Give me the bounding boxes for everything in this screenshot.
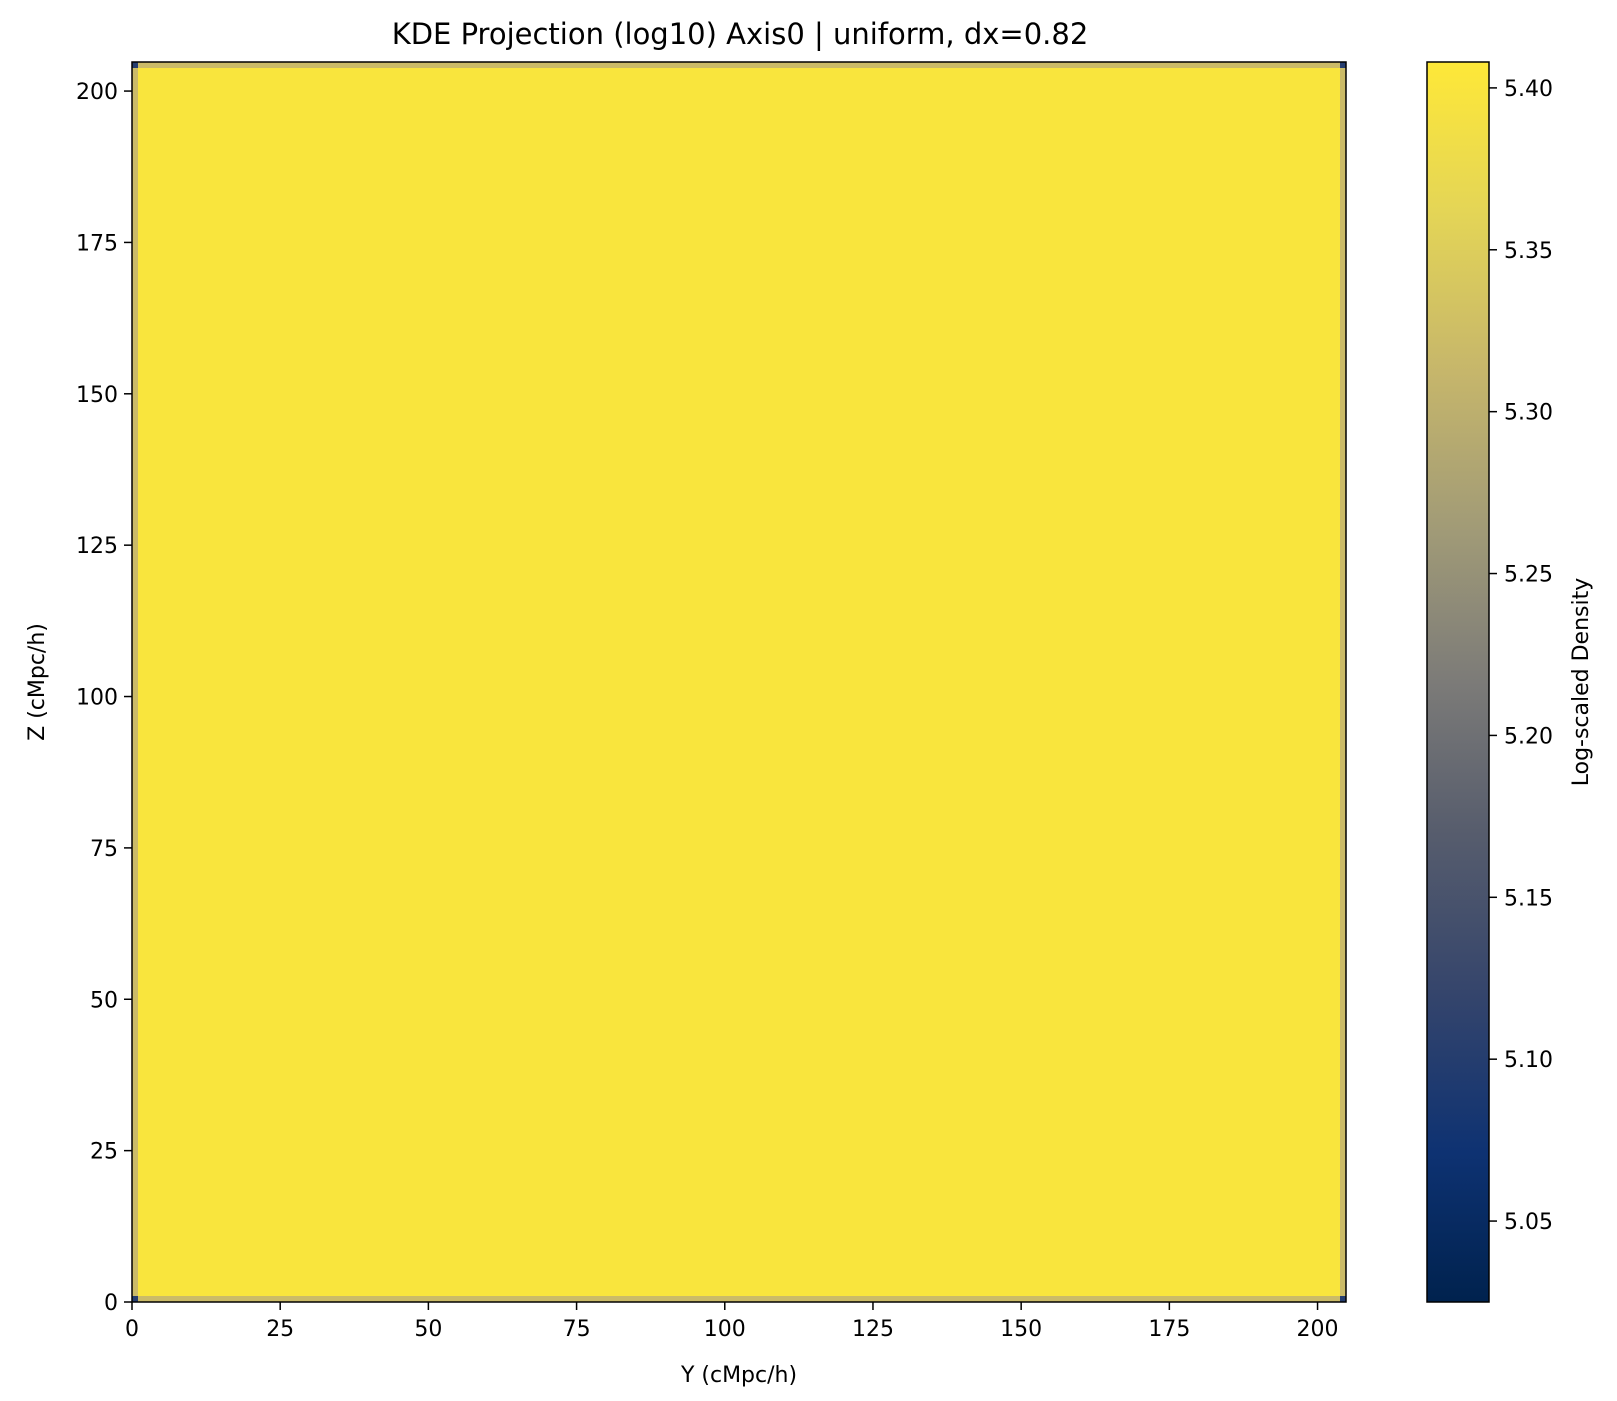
colorbar bbox=[1426, 61, 1490, 1303]
x-tick-label: 150 bbox=[1000, 1317, 1042, 1342]
heatmap-corner bbox=[1340, 62, 1346, 68]
colorbar-tick-label: 5.40 bbox=[1504, 77, 1553, 102]
heatmap-corner bbox=[132, 1296, 138, 1302]
x-axis-label: Y (cMpc/h) bbox=[680, 1363, 797, 1388]
colorbar-tick-label: 5.05 bbox=[1504, 1210, 1553, 1235]
x-tick-label: 25 bbox=[266, 1317, 294, 1342]
colorbar-tick-label: 5.25 bbox=[1504, 563, 1553, 588]
x-tick-label: 200 bbox=[1297, 1317, 1339, 1342]
y-axis-label: Z (cMpc/h) bbox=[25, 623, 50, 741]
heatmap-image bbox=[132, 62, 1346, 1302]
heatmap-corner bbox=[132, 62, 138, 68]
y-tick-label: 25 bbox=[90, 1140, 118, 1165]
chart-title: KDE Projection (log10) Axis0 | uniform, … bbox=[392, 17, 1089, 51]
colorbar-tick-label: 5.15 bbox=[1504, 886, 1553, 911]
y-tick-label: 0 bbox=[104, 1291, 118, 1316]
y-tick-label: 125 bbox=[76, 534, 118, 559]
x-tick-label: 100 bbox=[704, 1317, 746, 1342]
x-tick-label: 175 bbox=[1148, 1317, 1190, 1342]
x-tick-label: 75 bbox=[563, 1317, 591, 1342]
y-tick-label: 175 bbox=[76, 231, 118, 256]
heatmap-interior bbox=[138, 68, 1340, 1296]
y-tick-label: 75 bbox=[90, 837, 118, 862]
x-tick-label: 125 bbox=[852, 1317, 894, 1342]
y-tick-label: 200 bbox=[76, 80, 118, 105]
colorbar-ticks: 5.05 5.10 5.15 5.20 5.25 5.30 5.35 5.40 bbox=[1489, 77, 1553, 1235]
x-axis-ticks: 0 25 50 75 100 125 150 175 200 bbox=[125, 1302, 1339, 1342]
colorbar-tick-label: 5.35 bbox=[1504, 239, 1553, 264]
x-tick-label: 50 bbox=[414, 1317, 442, 1342]
y-tick-label: 50 bbox=[90, 988, 118, 1013]
colorbar-tick-label: 5.10 bbox=[1504, 1048, 1553, 1073]
colorbar-label: Log-scaled Density bbox=[1569, 578, 1594, 787]
y-tick-label: 100 bbox=[76, 686, 118, 711]
colorbar-tick-label: 5.30 bbox=[1504, 401, 1553, 426]
x-tick-label: 0 bbox=[125, 1317, 139, 1342]
colorbar-tick-label: 5.20 bbox=[1504, 724, 1553, 749]
y-tick-label: 150 bbox=[76, 383, 118, 408]
y-axis-ticks: 0 25 50 75 100 125 150 175 200 bbox=[76, 80, 132, 1316]
heatmap-corner bbox=[1340, 1296, 1346, 1302]
plot-frame bbox=[131, 61, 1347, 1303]
